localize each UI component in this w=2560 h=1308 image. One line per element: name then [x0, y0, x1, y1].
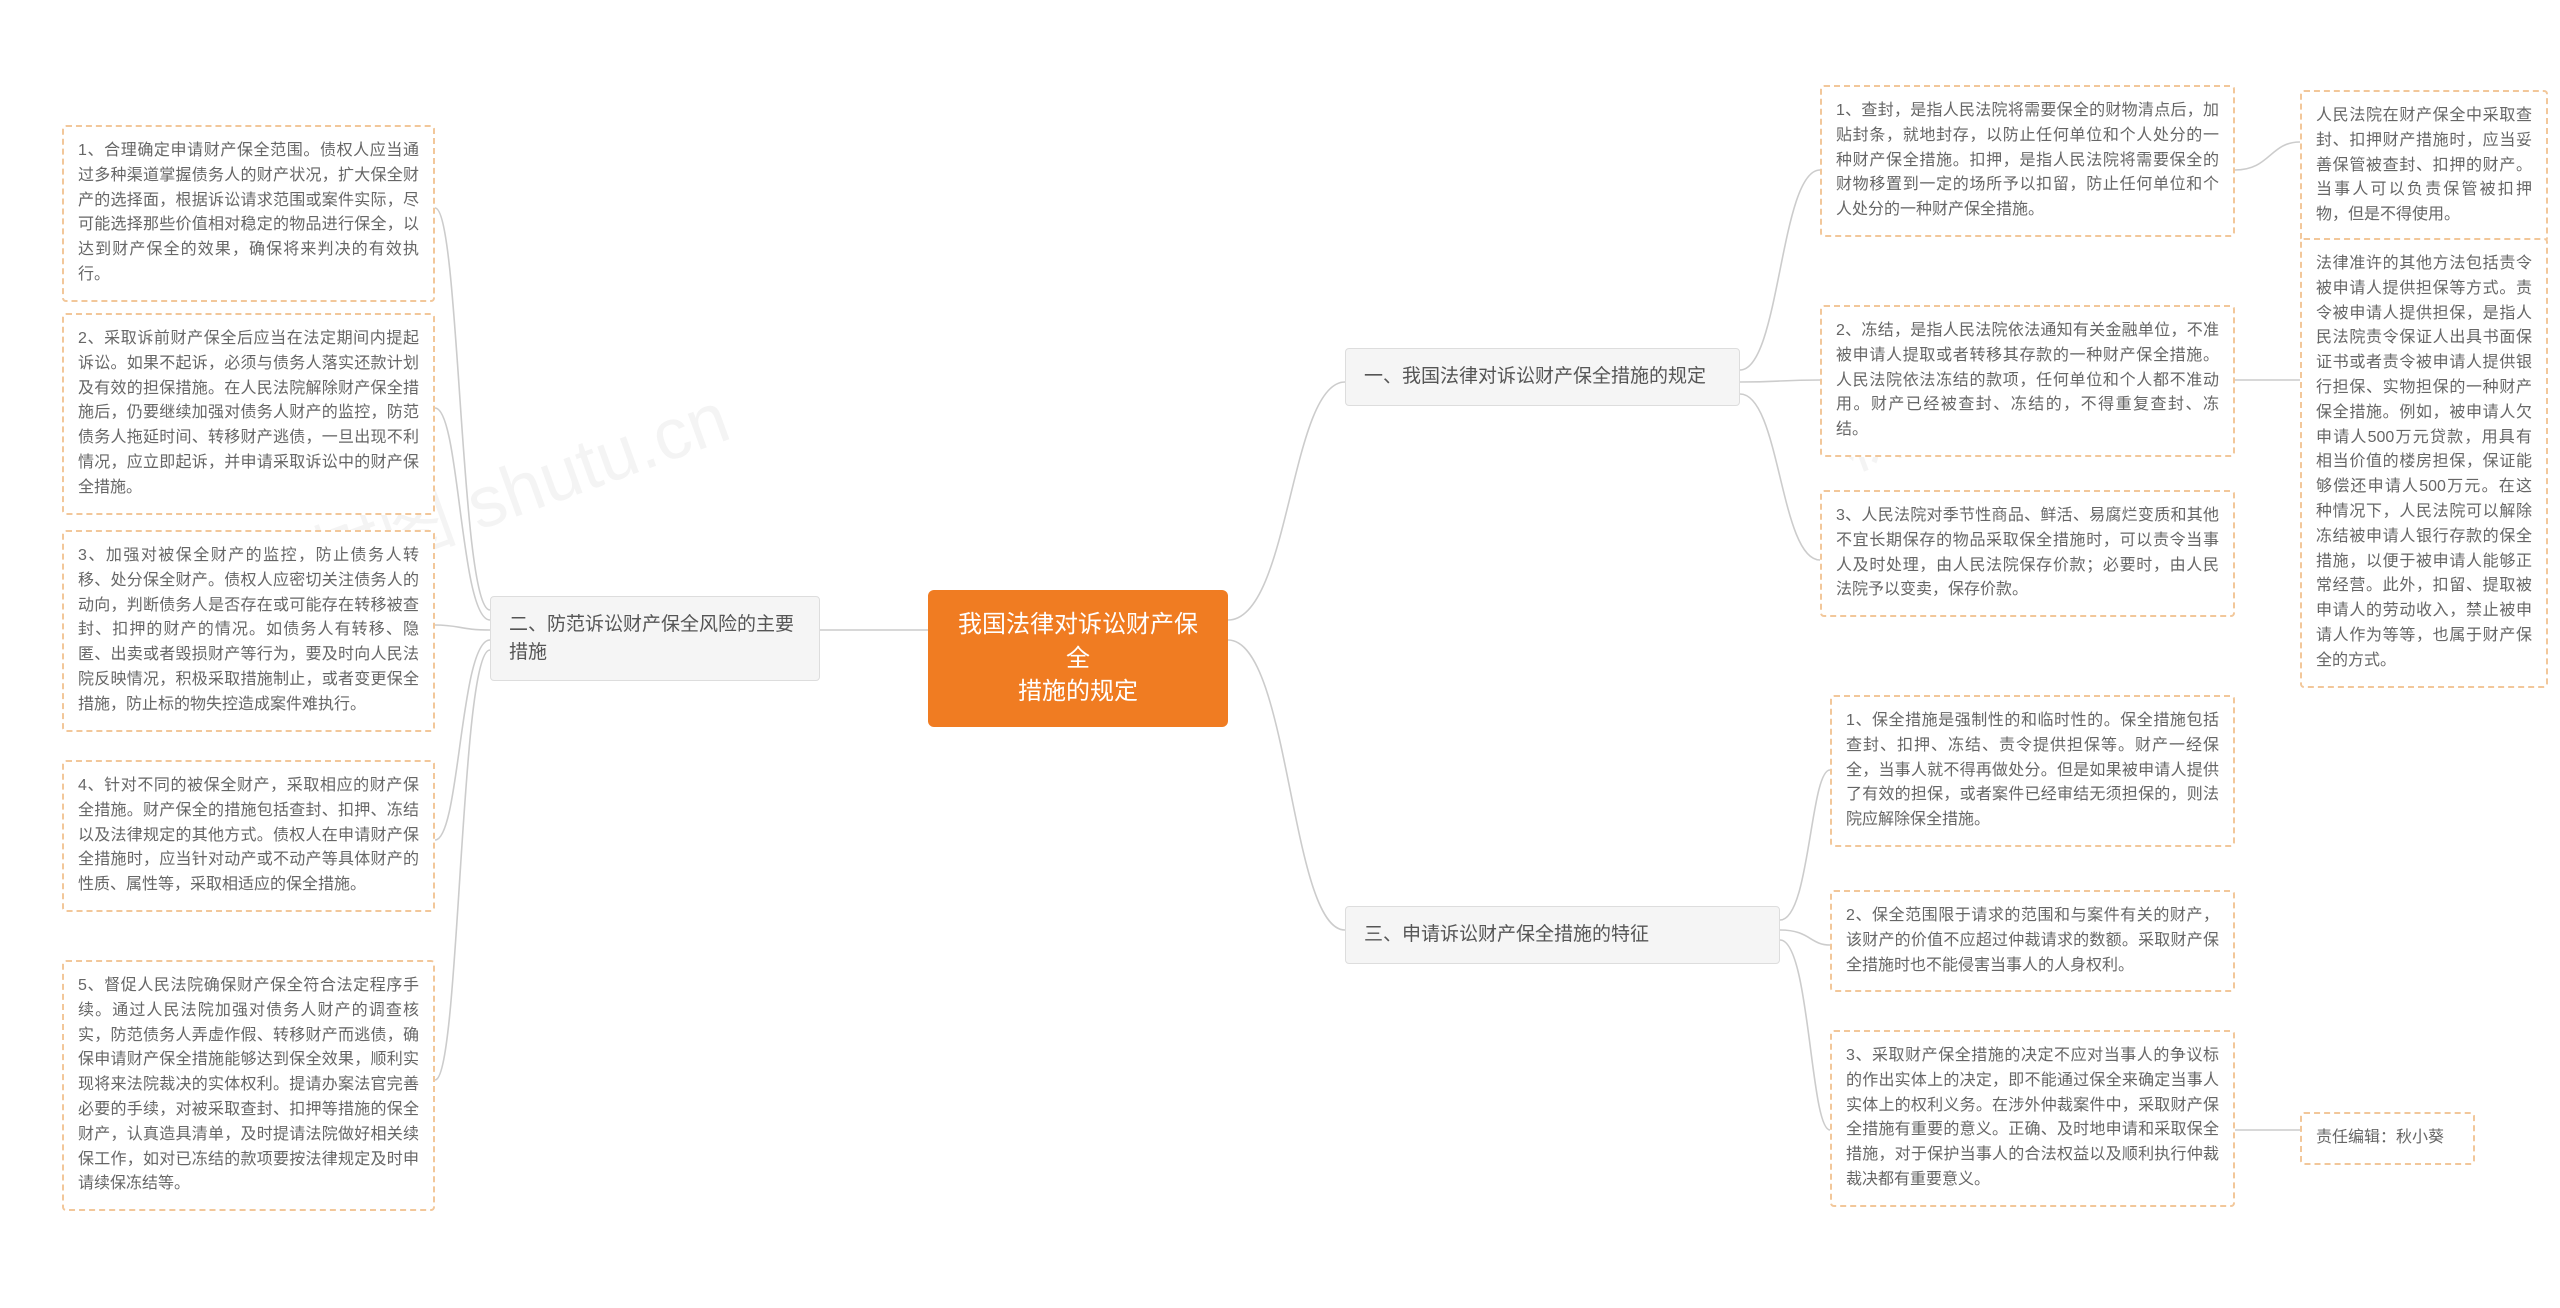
branch-3: 三、申请诉讼财产保全措施的特征: [1345, 906, 1780, 964]
b3-leaf-1: 1、保全措施是强制性的和临时性的。保全措施包括查封、扣押、冻结、责令提供担保等。…: [1830, 695, 2235, 847]
b1-leaf-3: 3、人民法院对季节性商品、鲜活、易腐烂变质和其他不宜长期保存的物品采取保全措施时…: [1820, 490, 2235, 617]
b2-leaf-1: 1、合理确定申请财产保全范围。债权人应当通过多种渠道掌握债务人的财产状况，扩大保…: [62, 125, 435, 302]
branch-1: 一、我国法律对诉讼财产保全措施的规定: [1345, 348, 1740, 406]
b1-leaf-2a: 法律准许的其他方法包括责令被申请人提供担保等方式。责令被申请人提供担保，是指人民…: [2300, 238, 2548, 688]
b3-leaf-2: 2、保全范围限于请求的范围和与案件有关的财产，该财产的价值不应超过仲裁请求的数额…: [1830, 890, 2235, 992]
b2-leaf-3: 3、加强对被保全财产的监控，防止债务人转移、处分保全财产。债权人应密切关注债务人…: [62, 530, 435, 732]
root-node: 我国法律对诉讼财产保全 措施的规定: [928, 590, 1228, 727]
root-line2: 措施的规定: [1018, 678, 1138, 705]
b1-leaf-1: 1、查封，是指人民法院将需要保全的财物清点后，加贴封条，就地封存，以防止任何单位…: [1820, 85, 2235, 237]
branch-3-label: 三、申请诉讼财产保全措施的特征: [1364, 924, 1649, 945]
b2-leaf-4: 4、针对不同的被保全财产，采取相应的财产保全措施。财产保全的措施包括查封、扣押、…: [62, 760, 435, 912]
root-line1: 我国法律对诉讼财产保全: [958, 611, 1198, 672]
b1-leaf-2: 2、冻结，是指人民法院依法通知有关金融单位，不准被申请人提取或者转移其存款的一种…: [1820, 305, 2235, 457]
b3-leaf-3a: 责任编辑：秋小葵: [2300, 1112, 2475, 1165]
branch-1-label: 一、我国法律对诉讼财产保全措施的规定: [1364, 366, 1706, 387]
b1-leaf-1a: 人民法院在财产保全中采取查封、扣押财产措施时，应当妥善保管被查封、扣押的财产。当…: [2300, 90, 2548, 242]
b3-leaf-3: 3、采取财产保全措施的决定不应对当事人的争议标的作出实体上的决定，即不能通过保全…: [1830, 1030, 2235, 1207]
b2-leaf-2: 2、采取诉前财产保全后应当在法定期间内提起诉讼。如果不起诉，必须与债务人落实还款…: [62, 313, 435, 515]
b2-leaf-5: 5、督促人民法院确保财产保全符合法定程序手续。通过人民法院加强对债务人财产的调查…: [62, 960, 435, 1211]
branch-2: 二、防范诉讼财产保全风险的主要措施: [490, 596, 820, 681]
branch-2-label: 二、防范诉讼财产保全风险的主要措施: [509, 614, 794, 663]
